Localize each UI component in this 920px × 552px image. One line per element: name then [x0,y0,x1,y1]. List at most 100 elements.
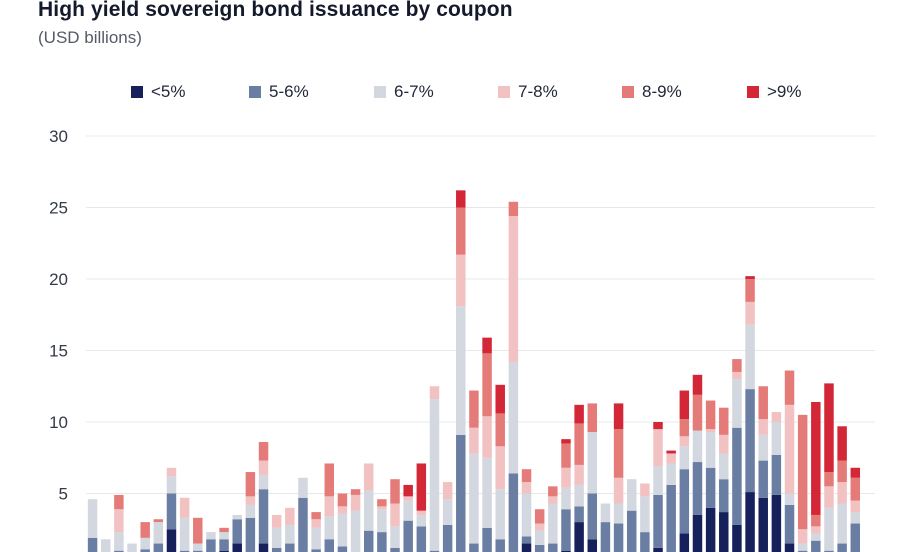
bar-segment [745,389,755,493]
legend-swatch [622,86,634,98]
bar-segment [311,512,321,520]
bar-segment [534,509,545,524]
bar-segment [285,543,295,552]
bar-segment [587,493,598,540]
bar-segment [692,374,703,395]
bar-segment [837,503,847,544]
bar-segment [837,543,847,552]
y-tick-label: 25 [49,199,68,218]
bar-segment [548,543,558,552]
bar-segment [469,390,479,428]
bar-segment [574,522,584,552]
bar-segment [534,544,545,552]
bar-segment [363,490,374,531]
bar-segment [166,529,177,552]
bar-segment [561,509,571,551]
bar-segment [837,482,847,504]
bar-segment [271,527,282,548]
bar-segment [245,504,256,518]
bar-segment [258,442,269,461]
bar-segment [561,467,571,488]
bar-segment [548,496,558,504]
bar-segment [390,479,400,504]
bar-segment [719,453,729,480]
bar-segment [311,549,321,552]
bar-segment [508,361,519,474]
bar-segment [285,524,295,544]
bar-segment [219,550,229,552]
bar-segment [758,460,768,498]
bar-segment [114,494,124,510]
bar-segment [87,499,98,538]
bar-segment [613,477,624,504]
bar-segment [705,467,716,508]
bar-segment [324,463,335,497]
bar-segment [653,494,663,548]
bar-segment [166,467,177,477]
bar-segment [771,454,782,495]
y-tick-label: 30 [49,127,68,146]
bar-segment [311,519,321,528]
bar-segment [232,514,242,520]
bar-segment [521,543,532,552]
legend-label: 5-6% [269,82,309,101]
bar-segment [403,500,413,521]
bar-segment [245,496,256,505]
bar-segment [613,523,624,552]
legend-label: 6-7% [394,82,434,101]
bar-segment [771,494,782,552]
bar-segment [324,496,335,517]
bar-segment [850,512,861,524]
bar-segment [732,359,742,372]
bar-segment [745,279,755,302]
bar-segment [679,419,690,437]
bar-segment [797,529,808,544]
bar-segment [692,394,703,431]
bar-segment [784,543,795,552]
bar-segment [574,423,584,465]
bar-segment [719,479,729,513]
bar-segment [811,533,821,541]
bar-segment [784,504,795,544]
bar-segment [626,510,637,552]
bar-segment [811,514,821,527]
bar-segment [285,507,295,525]
bar-segment [337,493,348,507]
bar-segment [258,474,269,490]
bar-segment [179,550,190,552]
bar-segment [206,539,216,552]
bar-segment [350,489,361,495]
bar-segment [206,532,216,540]
bar-segment [679,436,690,447]
bar-segment [534,523,545,531]
bar-segment [442,482,453,500]
y-tick-label: 10 [49,413,68,432]
bar-segment [692,430,703,463]
bar-segment [824,507,834,551]
bar-segment [469,543,479,552]
bar-segment [219,532,229,540]
legend-item: 5-6% [249,82,309,102]
bar-segment [429,386,440,400]
bar-segment [377,509,387,533]
bar-segment [403,496,413,501]
bar-segment [692,514,703,552]
bar-segment [258,543,269,552]
bar-segment [337,513,348,547]
legend-swatch [747,86,759,98]
bar-segment [429,399,440,551]
bar-segment [758,386,768,420]
bar-segment [232,543,242,552]
bar-segment [679,469,690,534]
bar-segment [403,520,413,552]
bar-segment [271,547,282,552]
bar-segment [495,489,505,540]
bar-segment [219,527,229,533]
bar-segment [797,543,808,551]
bar-segment [482,527,492,552]
bar-segment [745,324,755,390]
bar-segment [390,503,400,527]
bar-segment [600,522,611,552]
bar-segment [298,497,308,552]
bar-segment [140,549,150,552]
